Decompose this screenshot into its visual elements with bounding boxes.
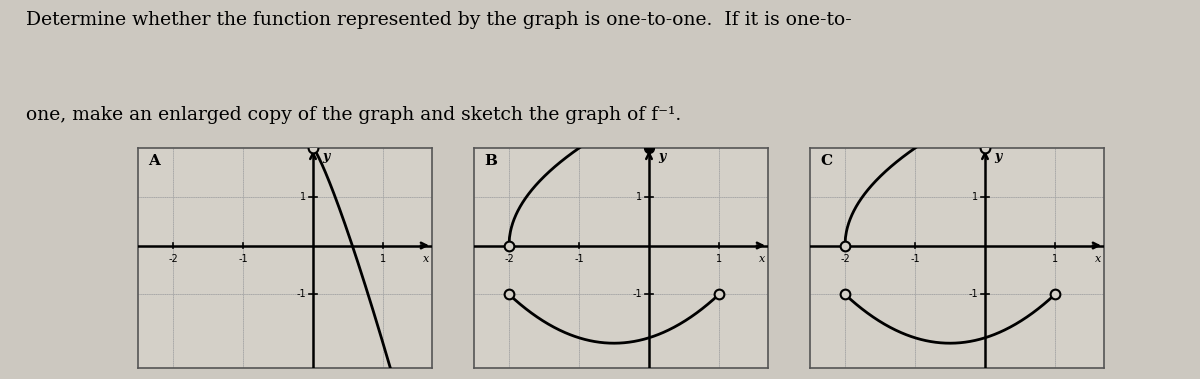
Text: 1: 1 xyxy=(636,192,642,202)
Text: -1: -1 xyxy=(238,254,248,264)
Text: x: x xyxy=(424,254,430,264)
Text: y: y xyxy=(322,150,329,163)
Text: -1: -1 xyxy=(632,289,642,299)
Text: x: x xyxy=(1096,254,1102,264)
Text: 1: 1 xyxy=(972,192,978,202)
Text: A: A xyxy=(149,153,161,168)
Text: x: x xyxy=(760,254,766,264)
Text: C: C xyxy=(821,153,833,168)
Text: 1: 1 xyxy=(1052,254,1058,264)
Text: -1: -1 xyxy=(574,254,584,264)
Text: one, make an enlarged copy of the graph and sketch the graph of f⁻¹.: one, make an enlarged copy of the graph … xyxy=(26,106,682,124)
Text: y: y xyxy=(994,150,1001,163)
Text: -1: -1 xyxy=(296,289,306,299)
Text: -1: -1 xyxy=(968,289,978,299)
Text: -1: -1 xyxy=(910,254,920,264)
Text: 1: 1 xyxy=(300,192,306,202)
Text: 1: 1 xyxy=(716,254,722,264)
Text: B: B xyxy=(485,153,498,168)
Text: -2: -2 xyxy=(840,254,850,264)
Text: y: y xyxy=(658,150,665,163)
Text: -2: -2 xyxy=(168,254,178,264)
Text: Determine whether the function represented by the graph is one-to-one.  If it is: Determine whether the function represent… xyxy=(26,11,852,29)
Text: -2: -2 xyxy=(504,254,514,264)
Text: 1: 1 xyxy=(380,254,386,264)
